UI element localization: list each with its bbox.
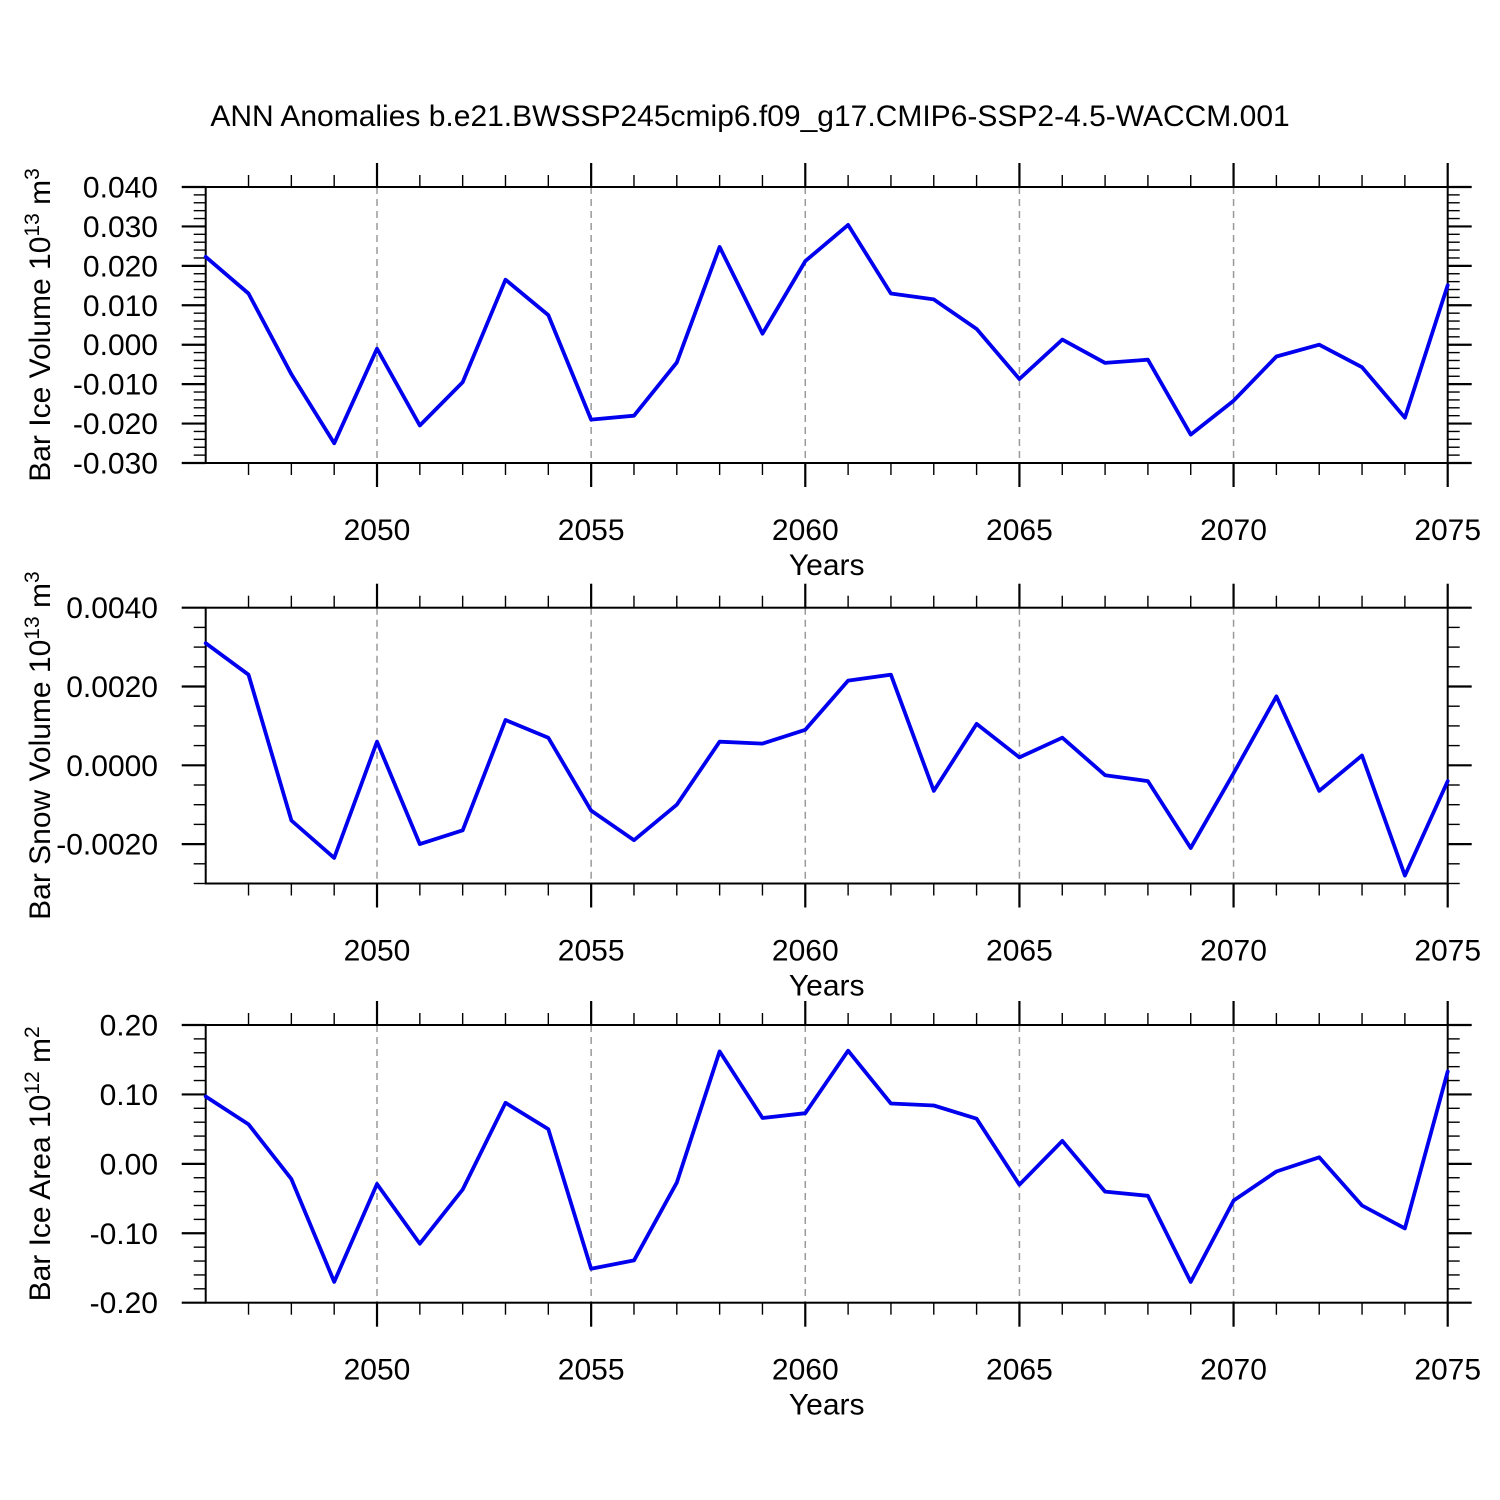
- panel-bar-ice-area: 0.20 0.10 0.00 -0.10 -0.20 2050 2055 2060 2065 20…: [21, 1001, 1481, 1422]
- y-tick-label: -0.20: [90, 1287, 158, 1320]
- chart-title: ANN Anomalies b.e21.BWSSP245cmip6.f09_g1…: [210, 100, 1290, 133]
- y-tick-label: -0.030: [73, 448, 158, 481]
- plot-frame: [204, 186, 1449, 464]
- x-tick-label: 2070: [1200, 1354, 1267, 1387]
- x-tick-label: 2050: [344, 935, 411, 968]
- x-tick-label: 2060: [772, 1354, 839, 1387]
- x-tick-label: 2070: [1200, 935, 1267, 968]
- y-tick-label: 0.030: [83, 211, 158, 244]
- y-tick-label: 0.00: [100, 1148, 158, 1181]
- y-tick-label: 0.10: [100, 1079, 158, 1112]
- y-tick-label: -0.0020: [56, 829, 158, 862]
- y-tick-label: -0.010: [73, 369, 158, 402]
- x-tick-label: 2055: [558, 514, 625, 547]
- x-axis-label: Years: [789, 1389, 865, 1422]
- y-tick-label: 0.0040: [66, 592, 158, 625]
- x-tick-label: 2070: [1200, 514, 1267, 547]
- x-tick-label: 2065: [986, 935, 1053, 968]
- x-tick-label: 2050: [344, 1354, 411, 1387]
- panel-bar-snow-volume: 0.0040 0.0020 0.0000 -0.0020 2050 2055 2060 206…: [21, 571, 1481, 1002]
- plot-frame: [204, 1024, 1449, 1304]
- y-axis-label: Bar Ice Volume 1013​ m3​: [21, 168, 57, 482]
- y-axis-label: Bar Ice Area 1012​ m2​: [21, 1026, 57, 1301]
- data-line: [203, 222, 1450, 446]
- x-tick-label: 2065: [986, 1354, 1053, 1387]
- y-tick-label: -0.020: [73, 408, 158, 441]
- y-tick-label: -0.10: [90, 1218, 158, 1251]
- plot-frame: [204, 606, 1449, 885]
- y-tick-label: 0.040: [83, 172, 158, 205]
- x-axis-label: Years: [789, 970, 865, 1003]
- x-tick-label: 2075: [1414, 935, 1481, 968]
- x-tick-label: 2075: [1414, 1354, 1481, 1387]
- panel-bar-ice-volume: 0.040 0.030 0.020 0.010 0.000 -0.010 -0.020 -0.…: [21, 163, 1481, 582]
- y-tick-label: 0.010: [83, 290, 158, 323]
- y-tick-label: 0.020: [83, 250, 158, 283]
- data-line: [203, 1048, 1450, 1284]
- y-tick-label: 0.0000: [66, 750, 158, 783]
- x-tick-label: 2060: [772, 514, 839, 547]
- y-axis-label: Bar Snow Volume 1013​ m3​: [21, 571, 57, 920]
- y-tick-label: 0.20: [100, 1010, 158, 1043]
- x-tick-label: 2055: [558, 935, 625, 968]
- x-tick-label: 2075: [1414, 514, 1481, 547]
- x-tick-label: 2055: [558, 1354, 625, 1387]
- y-tick-label: 0.000: [83, 329, 158, 362]
- y-tick-label: 0.0020: [66, 671, 158, 704]
- data-line: [203, 641, 1450, 878]
- x-axis-label: Years: [789, 549, 865, 582]
- x-tick-label: 2065: [986, 514, 1053, 547]
- x-tick-label: 2050: [344, 514, 411, 547]
- x-tick-label: 2060: [772, 935, 839, 968]
